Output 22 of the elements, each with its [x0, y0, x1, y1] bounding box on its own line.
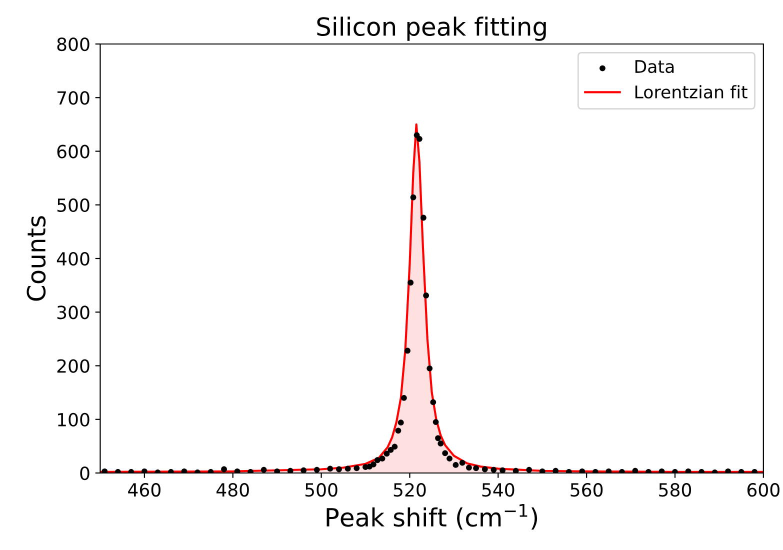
- y-tick-label: 800: [57, 37, 90, 52]
- y-tick-label: 600: [57, 144, 90, 158]
- x-axis-title: Peak shift (cm$^{−1}$): [326, 504, 538, 530]
- y-tick-label: 500: [57, 198, 90, 212]
- y-tick-label: 300: [57, 306, 90, 320]
- legend-label: Lorentzian fit: [635, 85, 748, 99]
- chart-title: Silicon peak fitting: [317, 16, 546, 41]
- legend-label: Data: [635, 60, 674, 74]
- y-tick-label: 100: [58, 412, 90, 426]
- y-axis-title: Counts: [26, 216, 46, 301]
- y-tick-label: 700: [58, 91, 90, 105]
- x-tick-label: 600: [747, 483, 780, 497]
- y-tick-label: 0: [80, 466, 90, 480]
- x-tick-label: 500: [305, 483, 338, 497]
- x-tick-label: 560: [570, 483, 603, 497]
- x-tick-label: 580: [659, 483, 692, 497]
- x-tick-label: 540: [482, 483, 514, 497]
- y-tick-label: 400: [56, 252, 90, 266]
- x-tick-label: 480: [216, 483, 249, 497]
- y-tick-label: 200: [57, 359, 90, 373]
- x-tick-label: 460: [128, 483, 160, 497]
- x-tick-label: 520: [394, 483, 426, 497]
